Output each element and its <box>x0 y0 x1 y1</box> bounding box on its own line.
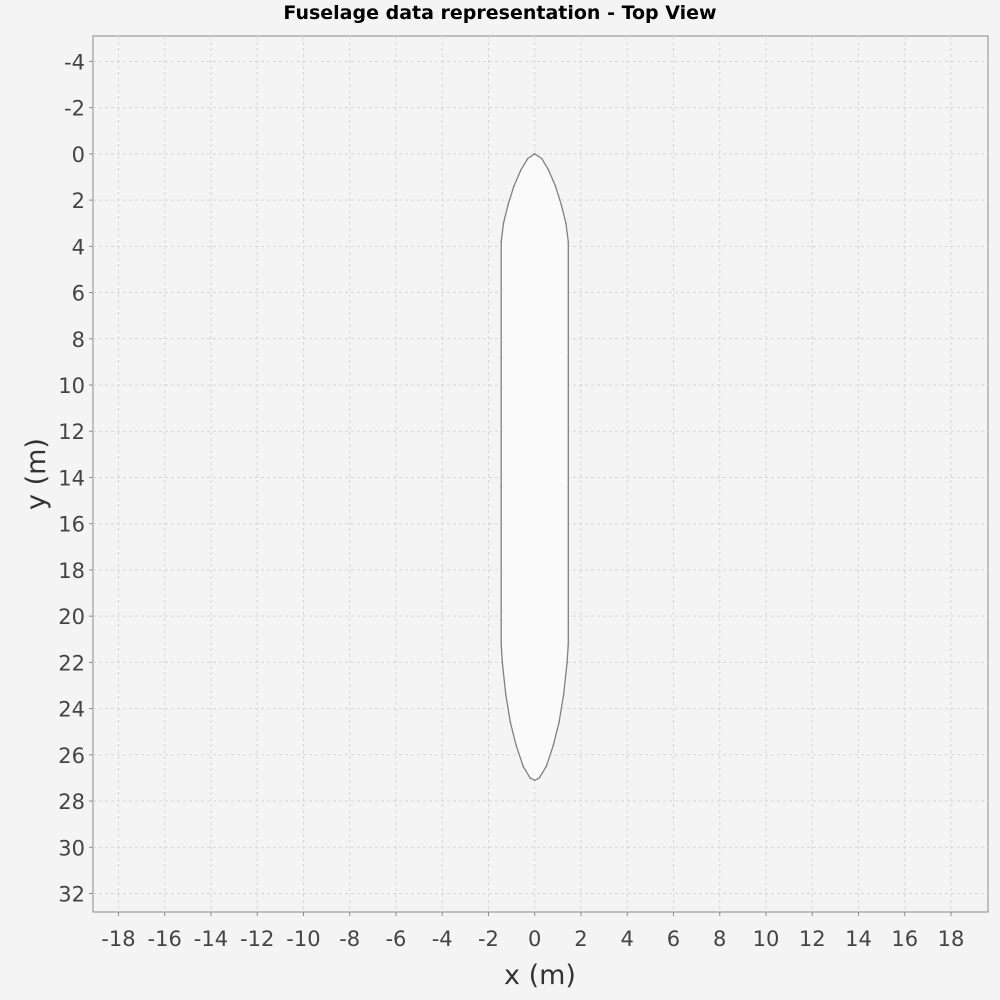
y-tick-label: -4 <box>64 50 85 74</box>
y-tick-label: 14 <box>58 466 85 490</box>
x-tick-label: 16 <box>891 927 918 951</box>
y-tick-label: 12 <box>58 420 85 444</box>
y-tick-label: 30 <box>58 836 85 860</box>
outline-point <box>500 240 502 243</box>
x-tick-label: 0 <box>528 927 541 951</box>
x-tick-label: -6 <box>385 927 406 951</box>
outline-point <box>552 744 555 747</box>
x-tick-label: -16 <box>148 927 182 951</box>
x-tick-label: 6 <box>667 927 680 951</box>
y-tick-label: 10 <box>58 374 85 398</box>
chart-title: Fuselage data representation - Top View <box>283 2 717 24</box>
outline-point <box>540 157 543 160</box>
outline-point <box>566 661 568 664</box>
y-tick-label: 4 <box>72 235 85 259</box>
y-tick-label: 2 <box>72 189 85 213</box>
y-tick-label: -2 <box>64 97 85 121</box>
x-tick-label: 14 <box>845 927 872 951</box>
y-tick-label: 8 <box>72 328 85 352</box>
x-tick-label: -8 <box>339 927 360 951</box>
outline-point <box>567 643 570 645</box>
x-tick-label: -14 <box>194 927 228 951</box>
outline-point <box>513 185 515 188</box>
outline-point <box>500 643 502 645</box>
y-tick-label: 0 <box>72 143 85 167</box>
outline-point <box>562 693 565 696</box>
outline-point <box>500 356 502 359</box>
x-tick-label: 2 <box>574 927 587 951</box>
outline-point <box>558 721 560 724</box>
outline-point <box>507 203 509 206</box>
y-tick-label: 32 <box>58 883 85 907</box>
outline-point <box>505 693 507 696</box>
x-tick-label: -12 <box>240 927 274 951</box>
outline-point <box>560 203 563 206</box>
x-axis-label: x (m) <box>504 960 576 991</box>
y-tick-label: 28 <box>58 790 85 814</box>
x-tick-label: -10 <box>286 927 320 951</box>
fuselage-outline <box>500 153 569 781</box>
outline-point <box>501 661 504 664</box>
y-tick-label: 24 <box>58 698 85 722</box>
outline-point <box>522 765 524 768</box>
outline-point <box>526 157 529 160</box>
x-tick-label: -18 <box>101 927 135 951</box>
outline-point <box>502 222 505 225</box>
outline-point <box>509 721 512 724</box>
outline-point <box>520 169 522 171</box>
y-axis-label: y (m) <box>21 438 52 510</box>
y-tick-label: 16 <box>58 513 85 537</box>
y-tick-label: 6 <box>72 282 85 306</box>
outline-point <box>515 744 518 747</box>
outline-point <box>529 777 531 779</box>
outline-point <box>547 169 550 171</box>
outline-point <box>567 485 570 488</box>
x-tick-label: 4 <box>621 927 634 951</box>
y-tick-label: 26 <box>58 744 85 768</box>
x-tick-label: -2 <box>478 927 499 951</box>
y-tick-label: 22 <box>58 651 85 675</box>
outline-point <box>565 222 567 225</box>
outline-point <box>567 240 570 243</box>
x-tick-label: 18 <box>938 927 965 951</box>
x-axis-ticks: -18 -16 -14 -12 -10 -8 -6 -4 -2 0 2 4 6 8 10 12 14 16 18 <box>101 912 964 951</box>
fuselage-outline-layer <box>500 153 570 782</box>
outline-point <box>545 765 548 768</box>
x-tick-label: -4 <box>432 927 453 951</box>
outline-point <box>567 356 570 359</box>
outline-point <box>533 153 536 155</box>
y-tick-label: 18 <box>58 559 85 583</box>
outline-point <box>500 485 502 488</box>
x-tick-label: 10 <box>753 927 780 951</box>
x-tick-label: 12 <box>799 927 826 951</box>
outline-point <box>554 185 557 188</box>
y-tick-label: 20 <box>58 605 85 629</box>
outline-point <box>538 777 541 779</box>
x-tick-label: 8 <box>713 927 726 951</box>
outline-point <box>533 779 536 782</box>
